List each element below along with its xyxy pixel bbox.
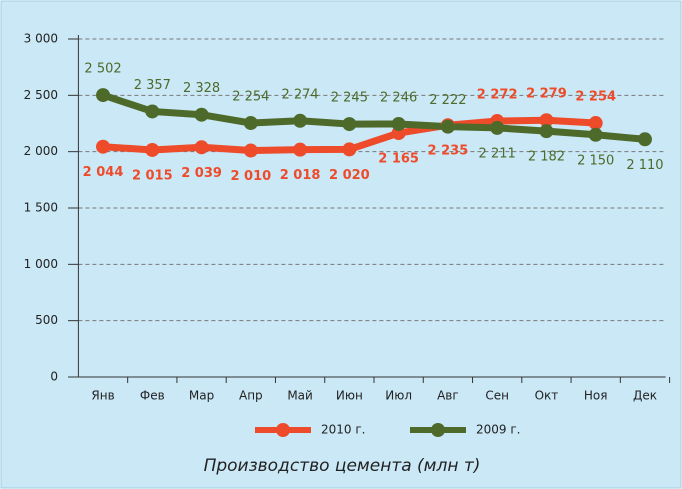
x-tick-label: Авг xyxy=(437,389,459,403)
x-tick-label: Июн xyxy=(336,389,363,403)
data-label: 2 279 xyxy=(526,87,567,102)
point-marker xyxy=(293,113,308,128)
point-marker xyxy=(96,88,111,103)
data-label: 2 039 xyxy=(181,166,222,181)
data-label: 2 274 xyxy=(281,87,318,102)
x-tick-label: Июл xyxy=(385,389,412,403)
x-tick-label: Янв xyxy=(91,389,114,403)
x-tick-label: Фев xyxy=(140,389,165,403)
point-marker xyxy=(490,120,505,135)
x-tick-label: Дек xyxy=(633,389,657,403)
data-label: 2 222 xyxy=(429,93,466,108)
legend-label: 2010 г. xyxy=(321,423,365,437)
point-marker xyxy=(539,113,554,128)
point-marker xyxy=(293,142,308,157)
data-label: 2 015 xyxy=(132,168,173,183)
point-marker xyxy=(539,124,554,139)
x-tick-label: Май xyxy=(287,389,313,403)
y-tick-label: 2 000 xyxy=(24,144,58,158)
point-marker xyxy=(440,119,455,134)
data-label: 2 150 xyxy=(577,153,614,168)
data-label: 2 018 xyxy=(280,168,321,183)
data-label: 2 245 xyxy=(331,91,368,106)
data-label: 2 357 xyxy=(134,78,171,93)
data-label: 2 272 xyxy=(477,88,518,103)
point-marker xyxy=(243,143,258,158)
point-marker xyxy=(96,139,111,154)
data-label: 2 246 xyxy=(380,90,417,105)
x-tick-label: Апр xyxy=(239,389,263,403)
point-marker xyxy=(243,116,258,131)
data-label: 2 182 xyxy=(528,150,565,165)
y-tick-label: 3 000 xyxy=(24,32,58,46)
data-label: 2 254 xyxy=(575,90,616,105)
point-marker xyxy=(145,104,160,119)
data-label: 2 044 xyxy=(83,165,124,180)
legend-label: 2009 г. xyxy=(476,423,520,437)
data-label: 2 110 xyxy=(626,158,663,173)
y-tick-label: 0 xyxy=(50,370,58,384)
point-marker xyxy=(588,127,603,142)
point-marker xyxy=(145,142,160,157)
data-label: 2 020 xyxy=(329,168,370,183)
data-label: 2 010 xyxy=(230,169,271,184)
legend-marker xyxy=(276,423,290,437)
data-label: 2 502 xyxy=(84,62,121,77)
chart-title: Производство цемента (млн т) xyxy=(204,456,481,476)
y-tick-label: 2 500 xyxy=(24,88,58,102)
y-tick-label: 1 000 xyxy=(24,257,58,271)
x-tick-label: Окт xyxy=(535,389,559,403)
x-tick-label: Ноя xyxy=(584,389,608,403)
y-tick-label: 1 500 xyxy=(24,201,58,215)
x-tick-label: Мар xyxy=(189,389,214,403)
point-marker xyxy=(588,116,603,131)
point-marker xyxy=(391,116,406,131)
series-line xyxy=(101,91,646,143)
legend-marker xyxy=(431,423,445,437)
point-marker xyxy=(194,107,209,122)
data-label: 2 211 xyxy=(479,146,516,161)
point-marker xyxy=(194,140,209,155)
y-tick-label: 500 xyxy=(35,313,58,327)
x-tick-label: Сен xyxy=(485,389,509,403)
data-label: 2 235 xyxy=(428,144,469,159)
data-label: 2 254 xyxy=(232,90,269,105)
data-label: 2 165 xyxy=(378,152,419,167)
point-marker xyxy=(637,132,652,147)
point-marker xyxy=(342,142,357,157)
point-marker xyxy=(342,117,357,132)
data-label: 2 328 xyxy=(183,81,220,96)
